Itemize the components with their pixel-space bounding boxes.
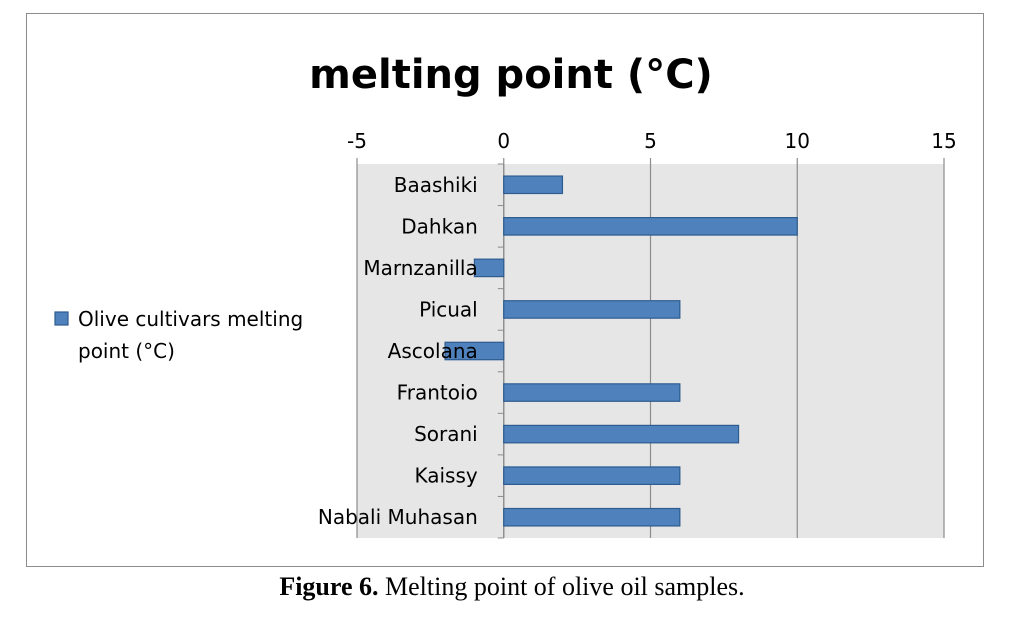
chart-frame: melting point (°C) -5 0 5 10 15 Baashiki Dahka… — [26, 13, 984, 567]
category-label-marnzanilla: Marnzanilla — [363, 256, 477, 280]
category-label-ascolana: Ascolana — [388, 339, 478, 363]
caption-text: Melting point of olive oil samples. — [378, 572, 745, 601]
legend-swatch — [54, 311, 69, 326]
legend-label-line-2: point (°C) — [78, 339, 175, 363]
x-tick-label-2: 5 — [644, 129, 657, 153]
bar-picual — [503, 300, 681, 319]
bar-nabali-muhasan — [503, 507, 681, 527]
category-label-picual: Picual — [419, 297, 478, 321]
bar-marnzanilla — [473, 258, 505, 278]
bar-kaissy — [503, 466, 681, 485]
bar-baashiki — [503, 175, 564, 195]
x-tick-label-4: 15 — [931, 129, 956, 153]
legend: Olive cultivars melting point (°C) — [54, 307, 303, 363]
bar-frantoio — [503, 383, 681, 402]
x-tick-label-1: 0 — [497, 129, 510, 153]
category-label-nabali-muhasan: Nabali Muhasan — [318, 505, 478, 529]
bar-dahkan — [503, 217, 798, 236]
category-label-frantoio: Frantoio — [397, 381, 478, 405]
category-label-kaissy: Kaissy — [414, 464, 477, 488]
category-label-dahkan: Dahkan — [401, 214, 478, 238]
caption-label: Figure 6. — [279, 572, 379, 601]
category-label-sorani: Sorani — [414, 422, 478, 446]
x-tick-label-0: -5 — [347, 129, 367, 153]
bar-ascolana — [444, 341, 505, 361]
legend-label-line-1: Olive cultivars melting — [78, 307, 303, 331]
category-label-baashiki: Baashiki — [394, 173, 478, 197]
x-tick-label-3: 10 — [785, 129, 810, 153]
chart-title: melting point (°C) — [309, 52, 713, 98]
chart-svg: melting point (°C) -5 0 5 10 15 Baashiki Dahka… — [54, 52, 957, 539]
bar-sorani — [503, 424, 740, 444]
plot-area: -5 0 5 10 15 Baashiki Dahkan Marnzanilla Picual A… — [318, 129, 957, 539]
figure-caption: Figure 6. Melting point of olive oil sam… — [0, 572, 1024, 602]
